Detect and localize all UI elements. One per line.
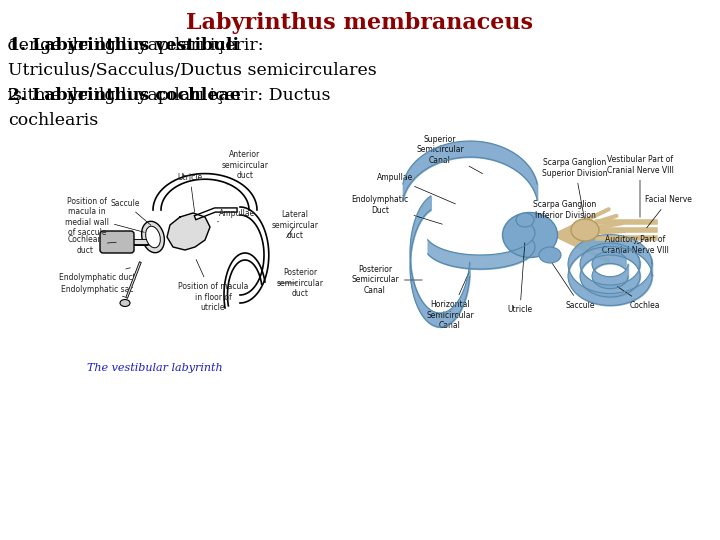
Ellipse shape [145,226,161,248]
Text: denge ile ilgili yapıları içerir:: denge ile ilgili yapıları içerir: [2,37,264,54]
Bar [5,115,350,385]
Ellipse shape [571,219,599,241]
Text: Labyrinthus membranaceus: Labyrinthus membranaceus [186,12,534,34]
Text: Saccule: Saccule [110,199,151,225]
Text: Ampullae: Ampullae [217,208,255,222]
Text: Anterior
semicircular
duct: Anterior semicircular duct [222,150,269,185]
Text: Utricle: Utricle [177,172,202,212]
Text: Position of macula
in floor of
utricle: Position of macula in floor of utricle [178,260,248,312]
Polygon shape [167,213,210,250]
Ellipse shape [120,300,130,307]
Text: Ampullae: Ampullae [377,173,456,204]
Text: Endolymphatic sac: Endolymphatic sac [60,285,133,297]
Text: Utricle: Utricle [508,243,533,314]
Text: 1. Labyrinthus vestibuli: 1. Labyrinthus vestibuli [8,37,239,54]
Text: Scarpa Ganglion
Inferior Division: Scarpa Ganglion Inferior Division [534,200,597,233]
Text: Endolymphatic
Duct: Endolymphatic Duct [351,195,442,224]
Text: cochlearis: cochlearis [8,112,98,129]
Ellipse shape [539,247,561,263]
Text: işitme ile ilgili yapıları içerir: Ductus: işitme ile ilgili yapıları içerir: Ductu… [2,87,331,104]
Text: The vestibular labyrinth: The vestibular labyrinth [87,363,222,373]
Text: Cochlea: Cochlea [617,287,660,309]
Text: Superior
Semicircular
Canal: Superior Semicircular Canal [416,135,482,174]
Text: Posterior
semicircular
duct: Posterior semicircular duct [276,268,323,298]
Text: Auditory Part of
Cranial Nerve VIII: Auditory Part of Cranial Nerve VIII [602,235,668,255]
Text: Scarpa Ganglion
Superior Division: Scarpa Ganglion Superior Division [542,158,608,219]
Ellipse shape [503,213,557,258]
Text: Facial Nerve: Facial Nerve [645,195,692,228]
Text: 2. Labyrinthus cochleae: 2. Labyrinthus cochleae [8,87,241,104]
Text: Lateral
semicircular
duct: Lateral semicircular duct [271,210,318,240]
Text: Position of
macula in
medial wall
of saccule: Position of macula in medial wall of sac… [65,197,144,237]
Text: Posterior
Semicircular
Canal: Posterior Semicircular Canal [351,265,422,295]
Text: Cochlear
duct: Cochlear duct [68,235,116,255]
Text: Vestibular Part of
Cranial Nerve VIII: Vestibular Part of Cranial Nerve VIII [606,156,673,217]
Text: Horizontal
Semicircular
Canal: Horizontal Semicircular Canal [426,273,474,330]
Ellipse shape [142,221,164,253]
Text: Endolymphatic duct: Endolymphatic duct [59,268,135,281]
Text: Saccule: Saccule [552,262,595,309]
Text: Utriculus/Sacculus/Ductus semicirculares: Utriculus/Sacculus/Ductus semicirculares [8,62,377,79]
Bar [360,5,715,385]
Ellipse shape [516,213,534,227]
FancyBboxPatch shape [100,231,134,253]
